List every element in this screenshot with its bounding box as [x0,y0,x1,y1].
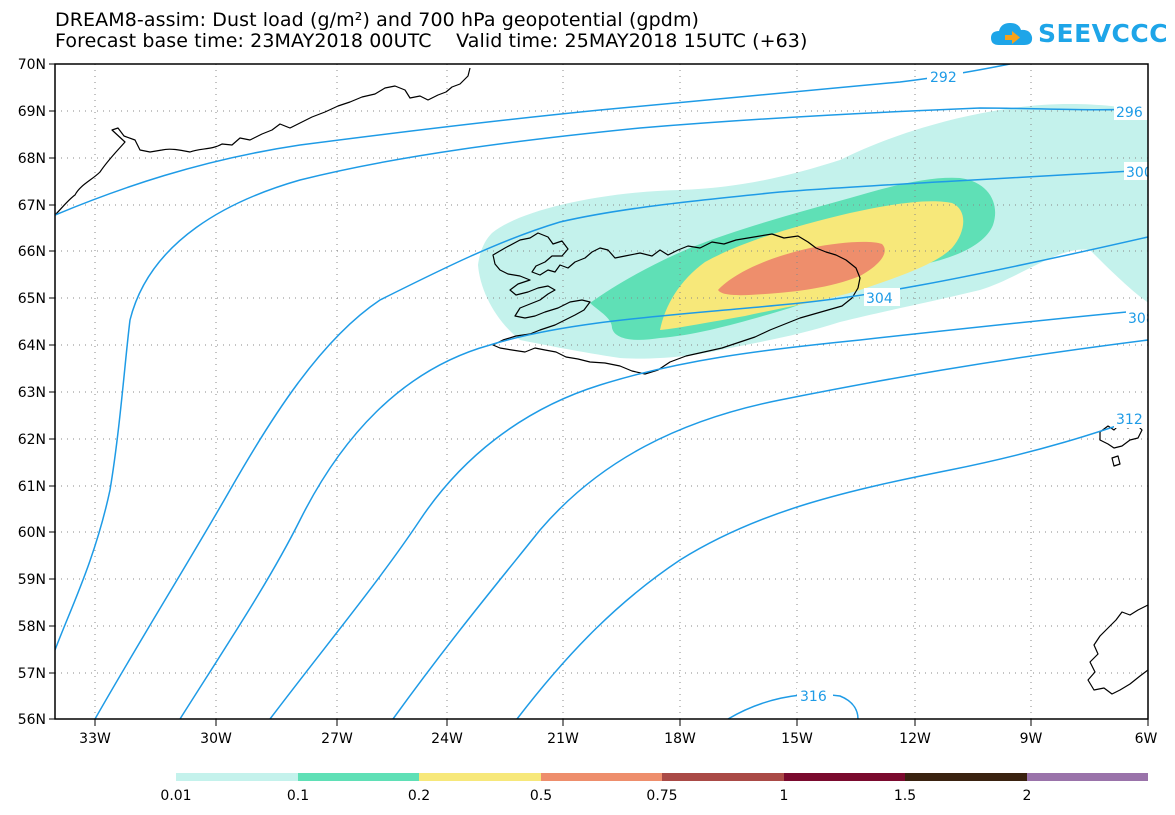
legend-label: 0.5 [530,788,552,804]
map-content: 292 296 300 304 308 312 316 [55,64,1155,719]
lat-label: 62N [18,432,46,448]
contour-292 [55,64,1011,216]
contour-label-308: 308 [1128,311,1155,327]
lon-label: 27W [321,731,353,747]
title-block: DREAM8-assim: Dust load (g/m²) and 700 h… [55,10,808,52]
lon-label: 15W [781,731,813,747]
lat-label: 57N [18,666,46,682]
lat-label: 70N [18,57,46,73]
legend-swatch [784,773,905,781]
lon-label: 24W [431,731,463,747]
greenland-coast [55,67,471,216]
iceland-coast [492,232,861,375]
longitude-labels: 33W 30W 27W 24W 21W 18W 15W 12W 9W 6W [79,731,1157,747]
legend-swatch [1027,773,1148,781]
lat-label: 63N [18,385,46,401]
map-title: DREAM8-assim: Dust load (g/m²) and 700 h… [55,9,700,31]
contour-labels: 292 296 300 304 308 312 316 [797,67,1155,706]
legend-label: 1.5 [894,788,916,804]
legend-label: 0.01 [160,788,191,804]
faroe-islands-coast [1099,423,1143,467]
dust-level-0-5 [718,241,885,296]
lon-label: 6W [1135,731,1158,747]
lon-label: 30W [200,731,232,747]
legend-swatch [298,773,419,781]
lat-label: 61N [18,479,46,495]
lat-label: 65N [18,291,46,307]
legend-label: 0.2 [408,788,430,804]
contour-label-292: 292 [930,70,957,86]
lat-label: 58N [18,619,46,635]
lon-label: 9W [1020,731,1043,747]
legend-swatch [419,773,541,781]
legend-swatch [662,773,784,781]
lat-label: 56N [18,712,46,728]
contour-312a [392,339,1148,719]
lat-label: 59N [18,572,46,588]
legend-swatch [905,773,1027,781]
lon-label: 18W [664,731,696,747]
cloud-arrow-icon [991,23,1033,45]
contour-312b [516,414,1148,719]
legend-label: 0.1 [287,788,309,804]
lon-label: 12W [899,731,931,747]
contour-label-312: 312 [1116,412,1143,428]
dust-load-layer [478,104,1148,359]
contour-308 [269,309,1148,719]
lon-label: 21W [547,731,579,747]
lat-label: 69N [18,104,46,120]
lat-label: 66N [18,244,46,260]
legend-label: 1 [780,788,789,804]
lat-label: 64N [18,338,46,354]
contour-label-304: 304 [866,291,893,307]
contour-316 [727,693,859,719]
axis-ticks [49,63,1149,726]
graticule [55,64,1148,719]
scotland-coast [1087,604,1148,695]
lon-label: 33W [79,731,111,747]
legend-swatch [176,773,298,781]
color-legend: 0.01 0.1 0.2 0.5 0.75 1 1.5 2 [160,773,1148,804]
contour-label-300: 300 [1126,165,1153,181]
latitude-labels: 70N 69N 68N 67N 66N 65N 64N 63N 62N 61N … [18,57,46,728]
legend-label: 0.75 [646,788,677,804]
coastlines [55,67,1148,695]
logo-text: SEEVCCC [1038,18,1169,48]
lat-label: 67N [18,198,46,214]
contour-label-296: 296 [1116,105,1143,121]
legend-swatch [541,773,662,781]
contour-300 [94,169,1148,719]
map-subtitle: Forecast base time: 23MAY2018 00UTC Vali… [55,30,808,52]
legend-label: 2 [1023,788,1032,804]
contour-296 [55,107,1148,651]
contour-label-316: 316 [800,689,827,705]
seevccc-logo: SEEVCCC [990,18,1168,48]
lat-label: 60N [18,525,46,541]
lat-label: 68N [18,151,46,167]
